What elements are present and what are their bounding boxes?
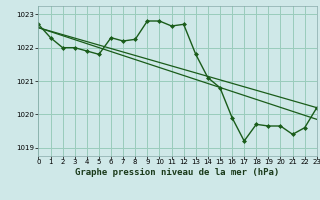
X-axis label: Graphe pression niveau de la mer (hPa): Graphe pression niveau de la mer (hPa): [76, 168, 280, 177]
